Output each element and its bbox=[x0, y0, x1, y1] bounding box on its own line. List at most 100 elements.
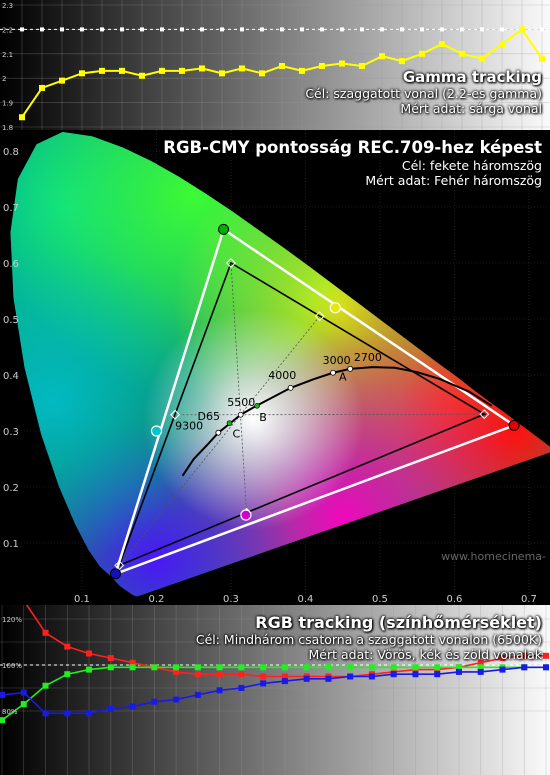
rgb-point bbox=[521, 664, 528, 671]
rgb-point bbox=[303, 664, 310, 671]
rgb-point bbox=[0, 717, 5, 724]
gamma-target-marker bbox=[400, 27, 404, 32]
measured-triangle bbox=[113, 227, 517, 576]
rgb-point bbox=[260, 680, 267, 687]
rgb-point bbox=[173, 664, 180, 671]
illuminant-point bbox=[254, 402, 260, 409]
rgb-plot: 120% 100% 80% bbox=[0, 605, 550, 775]
rgb-point bbox=[477, 659, 484, 666]
gamma-title: Gamma tracking bbox=[402, 68, 542, 86]
gamma-point bbox=[359, 63, 365, 69]
gamma-target-marker bbox=[340, 27, 344, 32]
cie-y-tick: 0.6 bbox=[3, 259, 19, 270]
gamma-legend: Gamma tracking Cél: szaggatott vonal (2.… bbox=[305, 68, 542, 116]
cie-y-tick: 0.7 bbox=[3, 203, 19, 214]
rgb-title: RGB tracking (színhőmérséklet) bbox=[255, 613, 542, 632]
cct-label: D65 bbox=[197, 410, 219, 423]
gamma-point bbox=[399, 58, 405, 65]
gamma-target-marker bbox=[160, 27, 164, 32]
gamma-target-marker bbox=[500, 27, 504, 32]
rgb-point bbox=[412, 671, 419, 678]
rgb-point bbox=[64, 643, 71, 650]
rgb-point bbox=[173, 668, 180, 675]
rgb-point bbox=[368, 664, 375, 671]
cct-point bbox=[287, 384, 294, 391]
gamma-point bbox=[179, 67, 185, 74]
spectral-locus-fill bbox=[10, 132, 550, 597]
rgb-point bbox=[238, 671, 245, 678]
measured-secondary-point bbox=[240, 509, 252, 521]
gamma-target-marker bbox=[120, 27, 124, 32]
cie-y-tick: 0.4 bbox=[3, 371, 19, 382]
cie-x-tick: 0.5 bbox=[372, 594, 388, 605]
gamma-y-tick: 2.1 bbox=[2, 51, 13, 59]
rgb-point bbox=[194, 664, 201, 671]
cct-label: 9300 bbox=[175, 419, 203, 432]
gamma-target-marker bbox=[380, 27, 384, 32]
rgb-point bbox=[368, 673, 375, 680]
cie-x-tick: 0.1 bbox=[74, 594, 90, 605]
cct-label: 5500 bbox=[227, 396, 255, 409]
rgb-point bbox=[194, 671, 201, 678]
measured-primary-point bbox=[218, 223, 230, 235]
rgb-point bbox=[216, 671, 223, 678]
gamma-target-marker bbox=[320, 27, 324, 32]
illuminant-label: A bbox=[339, 371, 347, 384]
rgb-y-tick: 80% bbox=[2, 708, 18, 716]
gamma-target-marker bbox=[260, 27, 264, 32]
target-triangle bbox=[117, 261, 487, 567]
gamma-point bbox=[99, 67, 105, 74]
cct-point bbox=[237, 411, 244, 418]
gamma-target-marker bbox=[540, 27, 544, 32]
rgb-point bbox=[281, 678, 288, 685]
rgb-point bbox=[303, 675, 310, 682]
illuminant-label: B bbox=[259, 411, 267, 424]
rgb-chart: 120% 100% 80% RGB tracking (színhőmérsékle… bbox=[0, 605, 550, 775]
rgb-point bbox=[543, 664, 549, 671]
cct-label: 4000 bbox=[268, 369, 296, 382]
gamma-target-marker bbox=[40, 27, 44, 32]
gamma-y-tick: 2.3 bbox=[2, 2, 13, 10]
gamma-point bbox=[459, 50, 465, 57]
rgb-point bbox=[216, 687, 223, 694]
illuminant-label: C bbox=[232, 428, 240, 441]
target-marker bbox=[314, 311, 325, 322]
cie-y-tick: 0.5 bbox=[3, 315, 19, 326]
gamma-target-marker bbox=[80, 27, 84, 32]
white-region bbox=[143, 309, 364, 530]
gamma-point bbox=[59, 77, 65, 84]
gamma-target-marker bbox=[240, 27, 244, 32]
gamma-point bbox=[439, 41, 445, 48]
cct-point bbox=[215, 429, 222, 436]
rgb-point bbox=[543, 652, 549, 659]
cie-y-tick: 0.2 bbox=[3, 483, 19, 494]
rgb-point bbox=[347, 673, 354, 680]
gamma-target-marker bbox=[60, 27, 64, 32]
gamma-point bbox=[319, 63, 325, 69]
rgb-point bbox=[325, 664, 332, 671]
cie-measured-note: Mért adat: Fehér háromszög bbox=[365, 172, 542, 188]
rgb-point bbox=[107, 705, 114, 712]
rgb-point bbox=[64, 710, 71, 717]
gamma-point bbox=[499, 41, 505, 48]
rgb-y-tick: 100% bbox=[2, 662, 22, 670]
rgb-y-tick: 120% bbox=[2, 616, 22, 624]
rgb-point bbox=[129, 664, 136, 671]
rgb-point bbox=[107, 664, 114, 671]
rgb-point bbox=[20, 701, 27, 708]
rgb-point bbox=[477, 664, 484, 671]
gamma-point bbox=[39, 84, 45, 91]
rgb-point bbox=[434, 671, 441, 678]
rgb-series-line bbox=[1, 666, 546, 715]
rgb-point bbox=[129, 659, 136, 666]
cyan-region bbox=[10, 243, 213, 563]
rgb-legend: RGB tracking (színhőmérséklet) Cél: Mind… bbox=[196, 613, 542, 662]
gamma-point bbox=[299, 67, 305, 74]
gamma-target-marker bbox=[460, 27, 464, 32]
cie-x-tick: 0.7 bbox=[521, 594, 537, 605]
target-ray bbox=[118, 414, 241, 566]
measured-secondary-point bbox=[150, 425, 163, 437]
target-marker bbox=[170, 409, 181, 420]
gamma-point bbox=[119, 67, 125, 74]
rgb-point bbox=[390, 664, 397, 671]
